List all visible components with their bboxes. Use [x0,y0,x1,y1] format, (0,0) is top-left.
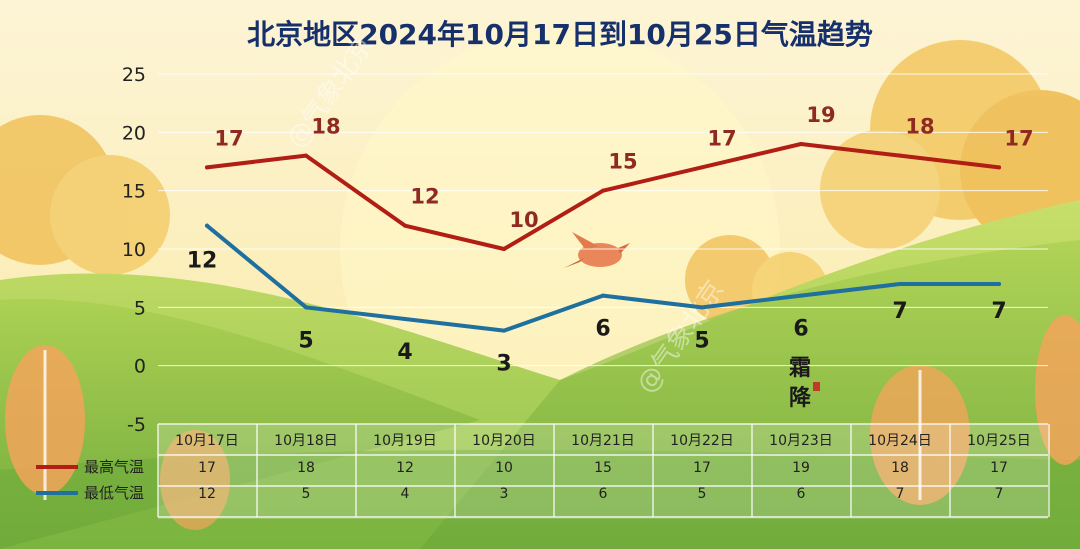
low-temp-label: 12 [187,249,218,274]
high-temp-point [601,188,605,193]
low-temp-label: 6 [595,317,610,342]
x-category-label: 10月20日 [472,433,536,449]
high-temp-point [997,165,1001,170]
table-cell: 7 [896,486,905,502]
chart-title: 北京地区2024年10月17日到10月25日气温趋势 [247,18,873,51]
table-cell: 4 [401,486,410,502]
table-cell: 6 [797,486,806,502]
y-axis: -5 0 5 10 15 20 25 [122,64,146,436]
low-temp-point [502,328,506,333]
high-temp-point [304,153,308,158]
high-temp-point [700,165,704,170]
table-cell: 19 [792,460,810,476]
low-temp-label: 7 [892,299,907,324]
x-category-label: 10月21日 [571,433,635,449]
high-temp-label: 12 [410,185,439,209]
high-temp-point [799,142,803,146]
legend-label-low: 最低气温 [84,484,144,502]
low-temp-label: 4 [397,340,412,365]
low-temp-point [601,293,605,298]
table-cell: 15 [594,460,612,476]
low-temp-label: 5 [298,328,313,353]
table-cell: 5 [302,486,311,502]
low-temp-label: 5 [694,328,709,353]
high-temp-label: 19 [806,103,835,127]
table-cell: 17 [990,460,1008,476]
legend-label-high: 最高气温 [84,458,144,476]
x-category-label: 10月25日 [967,433,1031,449]
low-temp-point [997,282,1001,286]
high-temp-line [205,142,1001,251]
high-temp-point [403,223,407,228]
low-temp-point [304,305,308,310]
low-temp-point [205,223,209,228]
high-temp-label: 17 [1004,126,1033,150]
table-cell: 6 [599,486,608,502]
series-lines [205,142,1001,333]
low-temp-point [799,293,803,298]
low-temp-point [700,305,704,310]
seal-char-1: 霜 [788,355,811,381]
table-cell: 12 [198,486,216,502]
table-cell: 10 [495,460,513,476]
low-temp-point [898,282,902,286]
table-cell: 18 [891,460,909,476]
high-temp-label: 17 [214,126,243,150]
low-temp-line [205,223,1001,333]
x-category-label: 10月18日 [274,433,338,449]
table-cell: 17 [198,460,216,476]
y-tick-label: 20 [122,122,146,144]
table-cell: 17 [693,460,711,476]
y-tick-label: 10 [122,239,146,261]
data-table: 10月17日 10月18日 10月19日 10月20日 10月21日 10月22日 10月2… [36,423,1050,519]
y-tick-label: 0 [134,356,146,378]
high-temp-point [205,165,209,170]
x-category-label: 10月19日 [373,433,437,449]
seal-char-2: 降 [789,385,812,411]
high-temp-point [898,153,902,158]
low-temp-label: 6 [793,317,808,342]
table-cell: 18 [297,460,315,476]
low-temp-point [403,317,407,321]
high-temp-label: 18 [311,115,340,139]
x-category-label: 10月22日 [670,433,734,449]
high-temp-label: 17 [707,126,736,150]
y-tick-label: 25 [122,64,146,86]
table-cell: 3 [500,486,509,502]
seal-stamp-icon [813,382,820,391]
table-background [158,424,1048,519]
table-cell: 7 [995,486,1004,502]
watermark-layer: @气象北京@气象北京 [281,30,730,399]
table-cell: 12 [396,460,414,476]
data-labels: 17 18 12 10 15 17 19 18 17 12 5 4 3 6 5 6 7 7 [187,103,1034,377]
y-tick-label: -5 [127,414,146,436]
x-category-label: 10月23日 [769,433,833,449]
x-category-label: 10月17日 [175,433,239,449]
watermark: @气象北京 [631,275,730,399]
y-tick-label: 15 [122,181,146,203]
high-temp-label: 18 [905,115,934,139]
low-temp-label: 3 [496,352,511,377]
high-temp-label: 10 [509,208,538,232]
x-category-label: 10月24日 [868,433,932,449]
table-cell: 5 [698,486,707,502]
high-temp-point [502,247,506,251]
high-temp-label: 15 [608,150,637,174]
low-temp-label: 7 [991,299,1006,324]
y-tick-label: 5 [134,297,146,319]
frost-descent-seal: 霜 降 [788,355,820,411]
